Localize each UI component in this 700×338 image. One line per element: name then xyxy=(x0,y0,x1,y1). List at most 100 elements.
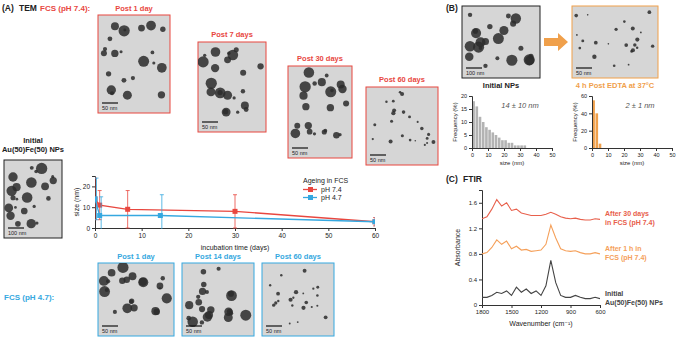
particle xyxy=(468,13,472,17)
tick-mark xyxy=(188,228,189,231)
bar xyxy=(628,148,631,149)
tick-mark xyxy=(375,228,376,231)
bar xyxy=(669,148,672,149)
particle xyxy=(631,26,635,30)
particle xyxy=(311,306,313,308)
tick-label: 0.8 xyxy=(469,251,478,257)
particle xyxy=(431,140,435,144)
particles xyxy=(198,47,264,116)
particle xyxy=(211,47,221,57)
particle xyxy=(313,132,316,135)
tick: 10 xyxy=(461,119,472,125)
particle xyxy=(151,51,155,55)
particle xyxy=(41,182,49,190)
tem-image: 50 nm xyxy=(98,15,170,113)
particle xyxy=(473,29,478,34)
particle xyxy=(207,87,216,96)
arrow xyxy=(544,33,568,51)
tick: 1200 xyxy=(535,305,549,315)
particle xyxy=(623,20,626,23)
tick-label: 50 xyxy=(549,152,555,158)
particle xyxy=(51,175,54,178)
particle xyxy=(217,267,221,271)
marker xyxy=(158,213,163,218)
particle xyxy=(420,127,424,131)
particle xyxy=(426,137,429,140)
tick-label: 40 xyxy=(533,152,539,158)
tick: 0 xyxy=(591,148,594,158)
particle xyxy=(205,290,209,294)
particle xyxy=(215,88,226,99)
tick: 20 xyxy=(185,228,193,239)
tick: 50 xyxy=(325,228,333,239)
particle xyxy=(402,110,406,114)
scale-bar xyxy=(102,102,118,103)
tick-label: 20 xyxy=(621,152,627,158)
bar xyxy=(536,148,539,149)
tick-label: 40 xyxy=(653,152,659,158)
tick: 0 xyxy=(464,145,472,151)
particle xyxy=(303,269,307,273)
particle xyxy=(185,301,193,309)
scale-bar xyxy=(186,325,202,326)
bar xyxy=(612,148,615,149)
particles xyxy=(185,267,251,327)
tick: 30 xyxy=(232,228,240,239)
bar xyxy=(517,145,520,148)
particle xyxy=(325,74,329,78)
particles xyxy=(574,10,654,67)
image-frame xyxy=(98,15,170,113)
scale-bar-label: 50 nm xyxy=(102,328,118,334)
image-label: Initial NPs xyxy=(483,81,519,90)
particle xyxy=(22,192,33,203)
particle xyxy=(651,44,654,47)
tick-label: 20 xyxy=(501,152,507,158)
scale-bar-label: 50 nm xyxy=(576,70,592,76)
tick-label: 1500 xyxy=(505,309,519,315)
particle xyxy=(528,54,533,59)
tick: 40 xyxy=(533,148,539,158)
particle xyxy=(223,109,228,114)
particle xyxy=(14,206,17,209)
particle xyxy=(506,14,511,19)
tick-mark xyxy=(589,96,592,97)
panel-title: TEM xyxy=(19,3,37,13)
particle xyxy=(325,86,336,97)
bar xyxy=(543,148,546,149)
tick: 60 xyxy=(581,93,592,99)
error-bar xyxy=(233,195,237,228)
particle xyxy=(108,36,113,41)
tem-image: 50 nm xyxy=(198,42,266,132)
tick-label: 0 xyxy=(94,232,98,239)
tick-label: 15 xyxy=(461,106,467,112)
particle xyxy=(312,81,317,86)
axis-line xyxy=(483,306,601,309)
tick-label: 1.6 xyxy=(469,200,478,206)
particle xyxy=(120,50,123,53)
bar xyxy=(476,106,479,148)
particle xyxy=(244,107,249,112)
particle xyxy=(495,56,499,60)
particle xyxy=(158,91,165,98)
particle xyxy=(524,54,535,65)
tem-image: 50 nm xyxy=(366,87,438,165)
particle xyxy=(195,299,202,306)
bar xyxy=(488,130,491,148)
bar xyxy=(640,148,643,149)
particles xyxy=(465,13,535,68)
particle xyxy=(414,140,416,142)
tick: 50 xyxy=(669,148,675,158)
particle xyxy=(297,321,299,323)
tick: 30 xyxy=(517,148,523,158)
particle xyxy=(21,208,28,215)
tick-mark xyxy=(624,148,625,151)
particle xyxy=(27,219,36,228)
particle xyxy=(372,138,374,140)
particle xyxy=(633,43,637,47)
tick-label: 40 xyxy=(581,111,587,117)
particle xyxy=(493,33,504,44)
particle xyxy=(222,108,231,117)
tick: 40 xyxy=(581,111,592,117)
tick: 40 xyxy=(653,148,659,158)
particle xyxy=(392,100,395,103)
